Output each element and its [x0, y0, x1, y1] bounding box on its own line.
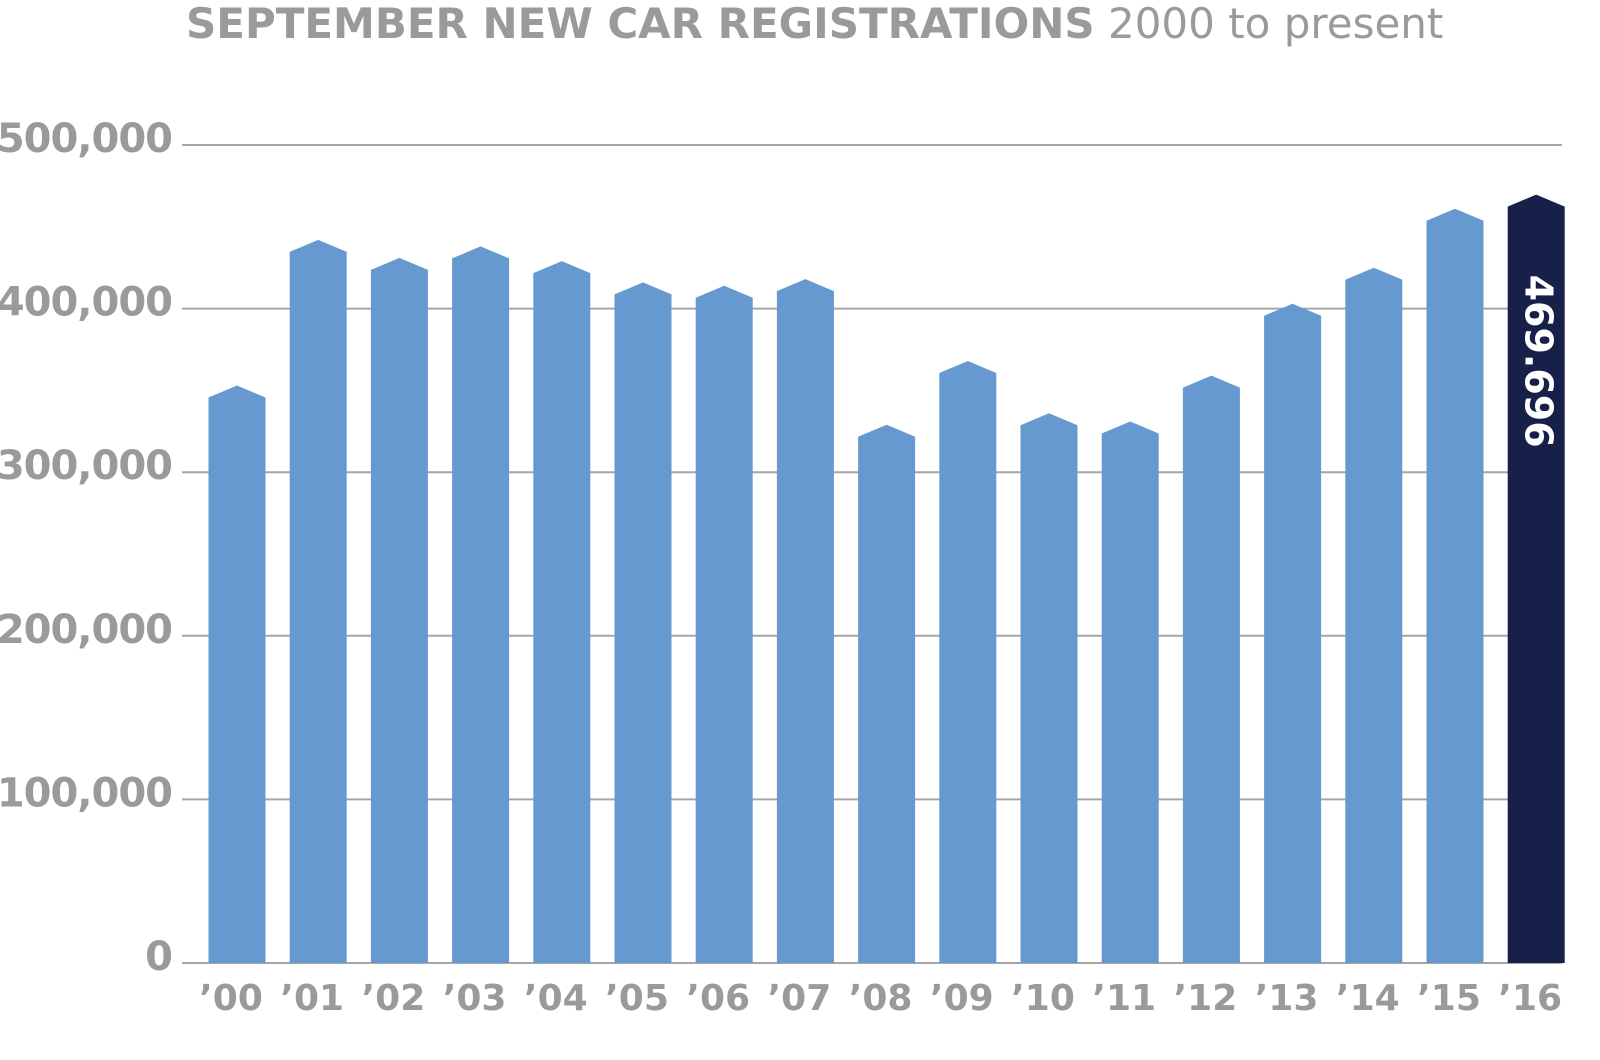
x-tick-label: ’03	[443, 978, 507, 1019]
bar	[370, 257, 428, 963]
x-tick-label: ’01	[280, 978, 344, 1019]
bar	[1101, 421, 1159, 963]
chart-heading: SEPTEMBER NEW CAR REGISTRATIONS 2000 to …	[186, 0, 1443, 48]
x-tick-label: ’06	[686, 978, 750, 1019]
x-tick-label: ’08	[849, 978, 913, 1019]
bar	[614, 282, 672, 963]
x-tick-label: ’13	[1255, 978, 1319, 1019]
y-tick-label: 200,000	[0, 607, 172, 653]
x-tick-label: ’16	[1498, 978, 1562, 1019]
bar	[1020, 413, 1078, 964]
bar	[1345, 267, 1403, 963]
x-tick-label: ’00	[199, 978, 263, 1019]
bar	[289, 239, 347, 963]
bar	[1264, 303, 1322, 963]
bar	[1507, 194, 1565, 964]
y-tick-label: 500,000	[0, 116, 172, 162]
x-tick-label: ’09	[930, 978, 994, 1019]
x-tick-label: ’14	[1336, 978, 1400, 1019]
bar	[858, 424, 916, 964]
bar	[1182, 375, 1240, 963]
bar	[695, 285, 753, 963]
chart-title: SEPTEMBER NEW CAR REGISTRATIONS	[186, 0, 1095, 48]
bar	[1426, 208, 1484, 963]
x-tick-label: ’10	[1011, 978, 1075, 1019]
bar	[939, 360, 997, 963]
x-tick-label: ’07	[768, 978, 832, 1019]
y-tick-label: 300,000	[0, 443, 172, 489]
chart-subtitle: 2000 to present	[1108, 0, 1443, 48]
x-tick-label: ’11	[1092, 978, 1156, 1019]
value-label: 469.696	[1517, 275, 1561, 448]
bar	[533, 261, 591, 963]
x-tick-label: ’15	[1417, 978, 1481, 1019]
x-tick-label: ’12	[1174, 978, 1238, 1019]
bar	[452, 246, 510, 963]
y-tick-label: 0	[145, 934, 172, 980]
y-tick-label: 100,000	[0, 770, 172, 816]
bar	[208, 385, 266, 963]
y-tick-label: 400,000	[0, 280, 172, 326]
x-tick-label: ’04	[524, 978, 588, 1019]
x-tick-label: ’02	[362, 978, 426, 1019]
bar	[776, 279, 834, 964]
x-tick-label: ’05	[605, 978, 669, 1019]
